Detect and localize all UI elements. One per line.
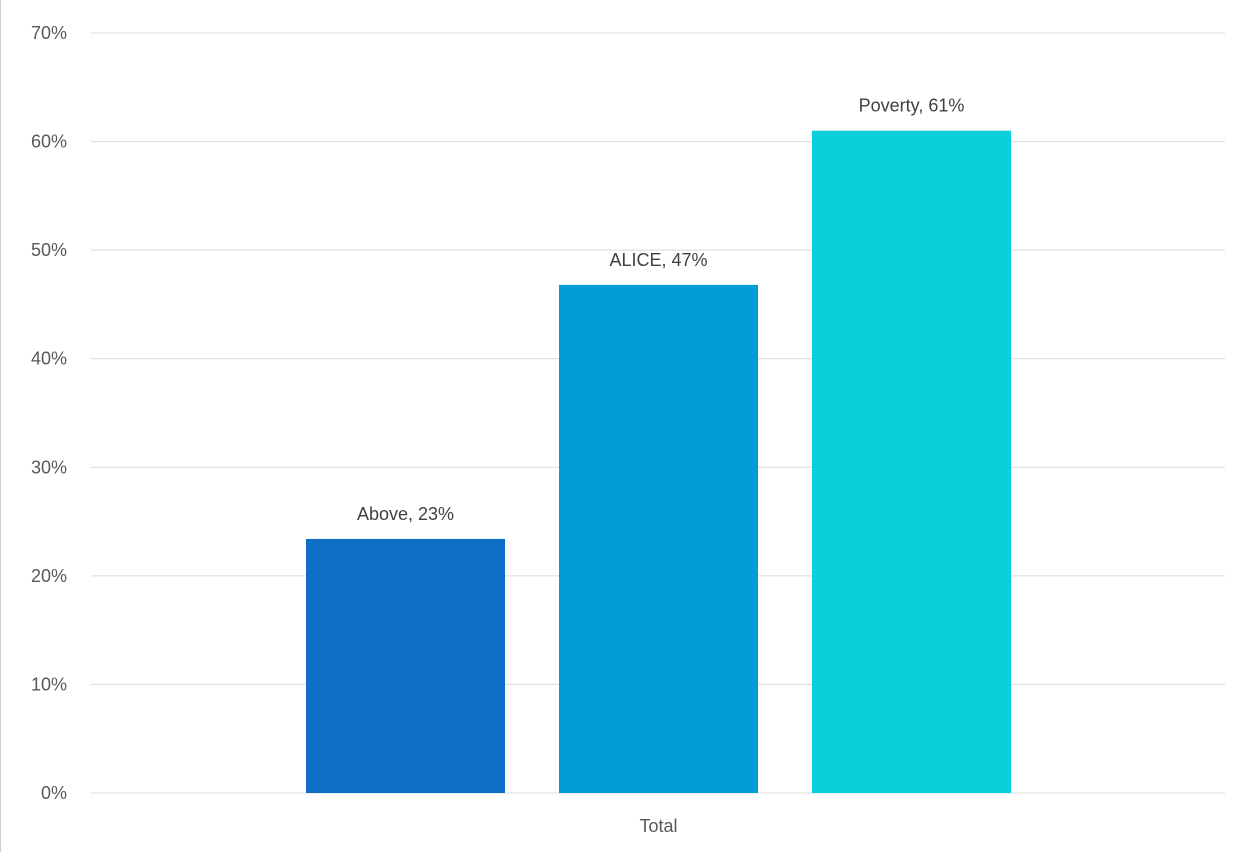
y-tick-label: 70% — [31, 23, 67, 43]
data-labels: Above, 23% ALICE, 47% Poverty, 61% — [357, 96, 964, 524]
bar-above — [306, 538, 505, 793]
data-label-poverty: Poverty, 61% — [859, 96, 965, 116]
data-label-above: Above, 23% — [357, 504, 454, 524]
x-axis-tick-labels: Total — [639, 816, 677, 836]
y-tick-label: 50% — [31, 240, 67, 260]
y-tick-label: 10% — [31, 674, 67, 694]
y-tick-label: 40% — [31, 349, 67, 369]
y-tick-label: 60% — [31, 132, 67, 152]
y-tick-label: 30% — [31, 457, 67, 477]
bar-poverty — [812, 130, 1011, 793]
data-label-alice: ALICE, 47% — [609, 250, 707, 270]
y-axis-tick-labels: 0% 10% 20% 30% 40% 50% 60% 70% — [31, 23, 67, 803]
y-tick-label: 0% — [41, 783, 67, 803]
bar-alice — [559, 284, 758, 793]
bars — [306, 130, 1011, 793]
x-tick-label: Total — [639, 816, 677, 836]
y-tick-label: 20% — [31, 566, 67, 586]
